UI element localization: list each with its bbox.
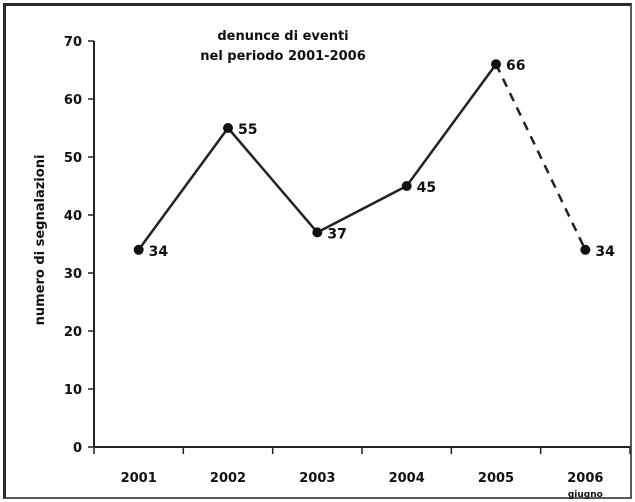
data-point-marker: [133, 244, 144, 255]
data-point-marker: [312, 227, 323, 238]
x-tick-label: 2002: [210, 471, 246, 486]
y-tick-label: 0: [73, 441, 82, 456]
series-segment: [316, 184, 408, 234]
series-segment: [405, 63, 498, 187]
y-tick-label: 30: [64, 267, 82, 282]
x-tick-label: 2003: [299, 471, 335, 486]
y-tick-label: 50: [64, 151, 82, 166]
y-tick-label: 10: [64, 383, 82, 398]
x-tick-label: 2004: [389, 471, 425, 486]
y-tick-label: 70: [64, 35, 82, 50]
data-point-marker: [223, 123, 233, 133]
chart-frame: [3, 3, 632, 499]
series-segment: [137, 127, 230, 251]
x-tick-label: 2001: [121, 471, 157, 486]
axes: 0 10 20 30 40 50 60 70 2001 2002 2003 2004 2005 2006 g…: [64, 35, 631, 500]
y-axis-label: numero di segnalazioni: [33, 155, 48, 326]
x-tick-label: 2006: [567, 471, 603, 486]
y-tick-label: 60: [64, 93, 82, 108]
data-label: 34: [149, 244, 169, 260]
data-point-marker: [491, 59, 501, 70]
data-label: 55: [238, 122, 257, 138]
chart-title-line-1: denunce di eventi: [217, 29, 348, 44]
series-segment: [227, 127, 319, 234]
data-label: 66: [506, 58, 525, 74]
data-label: 34: [595, 244, 615, 260]
chart-title: denunce di eventi nel periodo 2001-2006: [200, 29, 366, 64]
chart-title-line-2: nel periodo 2001-2006: [200, 49, 366, 64]
data-point-marker: [580, 244, 591, 255]
x-tick-label: 2005: [478, 471, 514, 486]
data-series: 34 55 37 45 66 34: [133, 58, 615, 260]
x-tick-sublabel: giugno: [568, 490, 603, 500]
y-tick-label: 20: [64, 325, 82, 340]
y-tick-label: 40: [64, 209, 82, 224]
data-label: 45: [417, 180, 436, 196]
data-point-marker: [401, 181, 412, 191]
series-segment-dashed: [494, 63, 587, 251]
data-label: 37: [327, 226, 346, 242]
